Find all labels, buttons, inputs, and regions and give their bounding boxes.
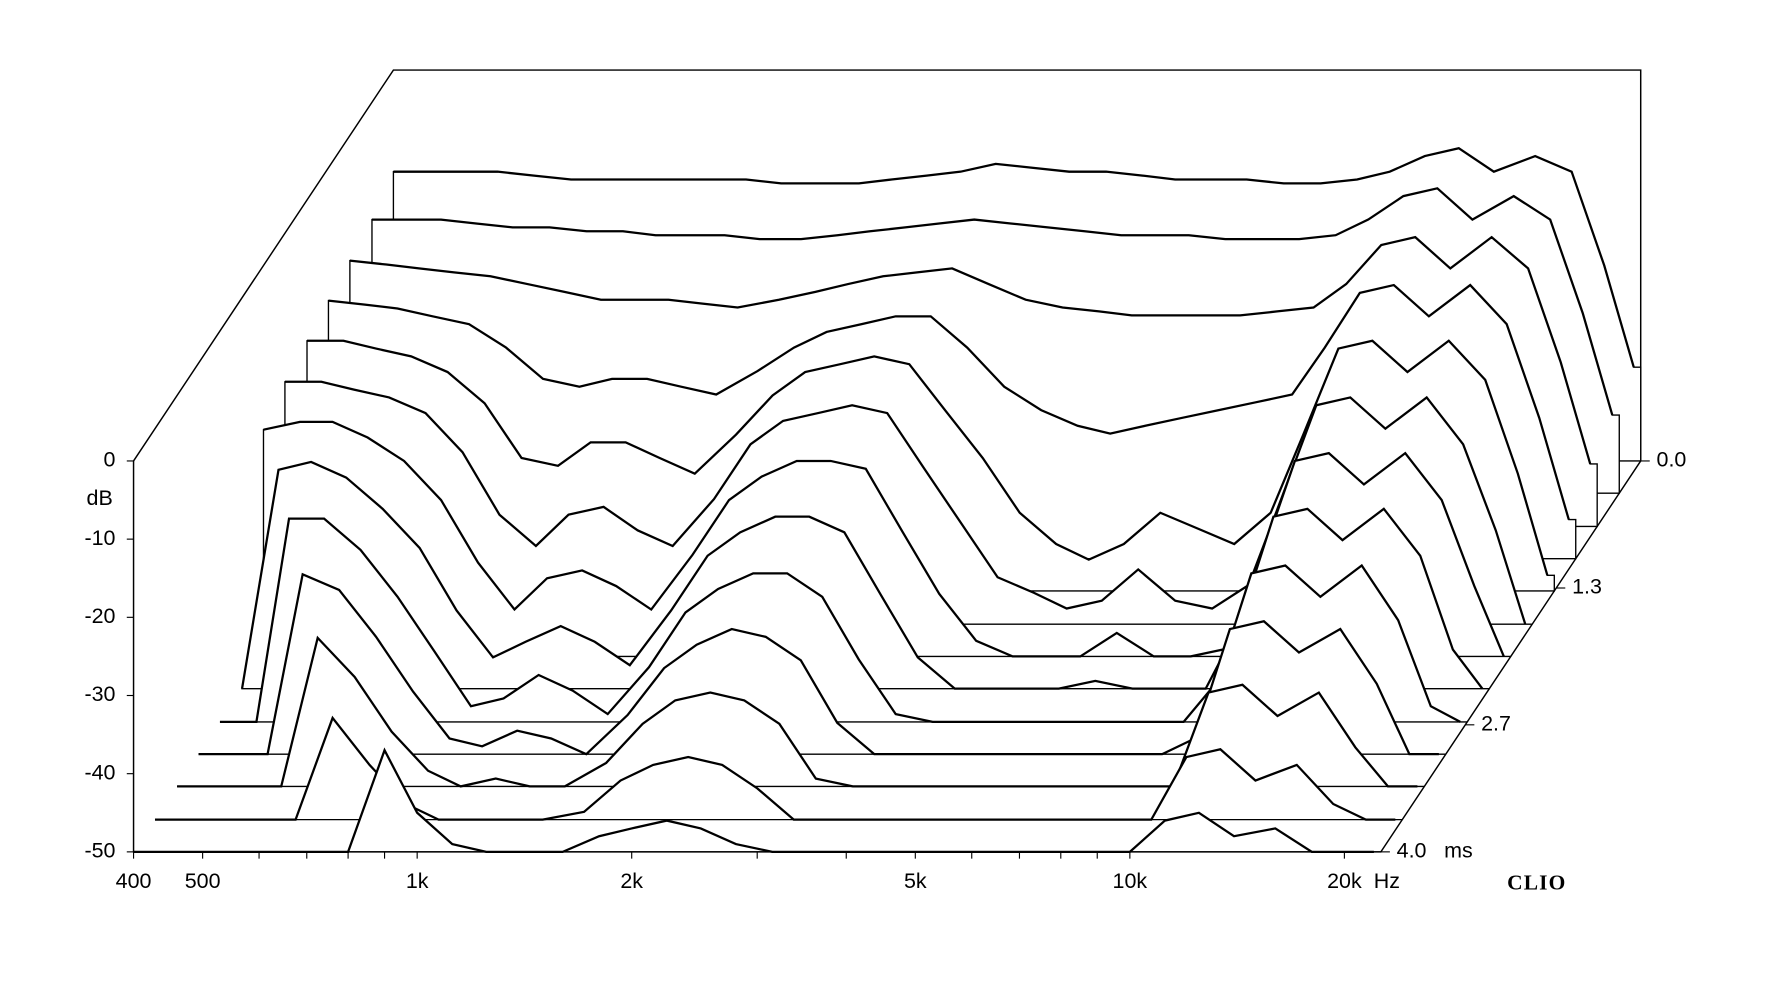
decay-line [349,235,1592,465]
z-tick-label: 1.3 [1572,575,1602,599]
frame [132,69,1642,462]
y-tick-label: 0 [104,448,116,472]
decay-line [177,635,1418,788]
x-tick-label: 400 [116,869,152,893]
decay-line [198,572,1439,756]
decay-line [307,339,1549,576]
decay-line [393,147,1635,368]
x-tick-label: 500 [185,869,221,893]
x-unit: Hz [1374,869,1400,893]
brand: CLIO [1507,871,1566,895]
x-tick-label: 1k [406,869,429,893]
y-tick-label: -40 [84,760,115,784]
frame-line [132,69,1642,462]
decay-line [240,460,1484,690]
z-tick-label: 2.7 [1481,711,1511,735]
y-tick-label: -30 [84,682,115,706]
decay-line [154,715,1396,821]
y-tick-label: -20 [84,604,115,628]
z-unit: ms [1444,839,1473,863]
decay-line [328,283,1570,520]
decay-line [263,420,1505,658]
x-tick-label: 20k [1327,869,1362,893]
y-tick-label: -50 [84,839,115,863]
x-tick-label: 5k [904,869,927,893]
y-tick-label: -10 [84,526,115,550]
x-tick-label: 10k [1113,869,1148,893]
decay-line [219,517,1461,724]
decay-line [284,380,1527,625]
slices [133,147,1642,853]
decay-line [371,187,1614,416]
z-tick-label: 0.0 [1657,448,1687,472]
axes: 0 -10 -20 -30 -40 -50 dB 400 500 1k 2k 5k 10k 20k Hz 0.… [84,448,1686,895]
z-tick-label: 4.0 [1397,839,1427,863]
x-tick-label: 2k [620,869,643,893]
y-axis-label: dB [87,486,113,510]
